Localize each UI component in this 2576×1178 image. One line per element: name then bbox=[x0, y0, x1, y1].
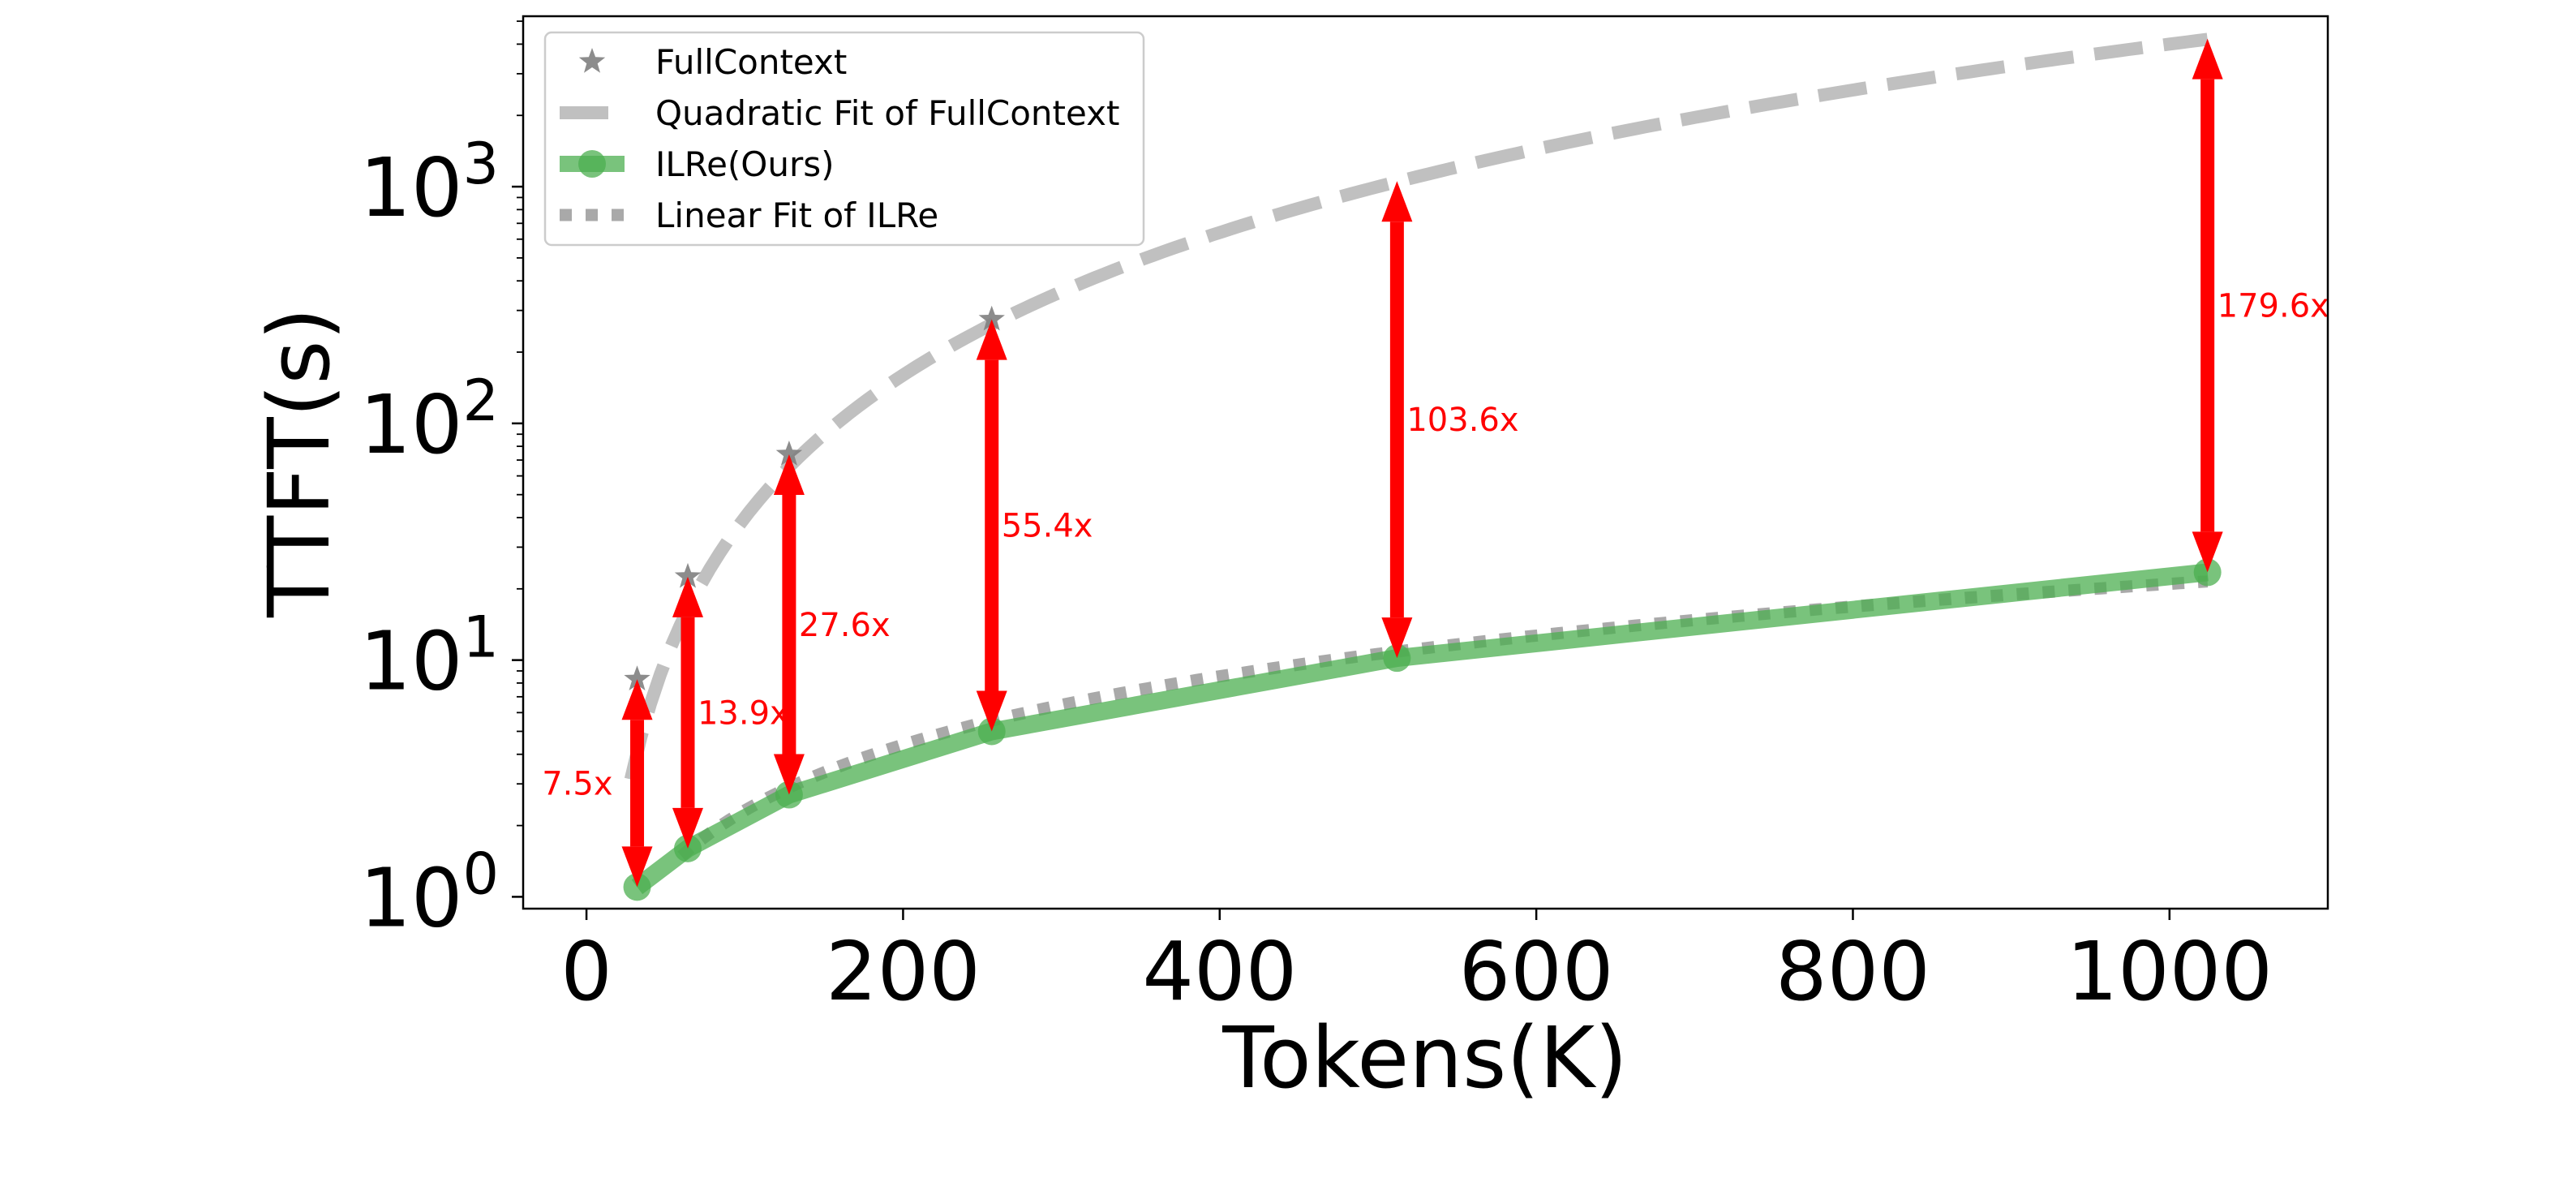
speedup-label: 179.6x bbox=[2218, 287, 2329, 325]
legend-label: ILRe(Ours) bbox=[655, 144, 835, 184]
arrow-head-up bbox=[773, 454, 805, 496]
fullcontext-series bbox=[624, 305, 1005, 690]
fullcontext-star bbox=[775, 441, 803, 466]
fullcontext-star bbox=[978, 305, 1005, 331]
arrow-head-down bbox=[2192, 531, 2223, 573]
speedup-arrows: 7.5x 13.9x 27.6x 55.4x 103.6x 179.6x bbox=[542, 38, 2329, 888]
x-axis-ticks: 0 200 400 600 800 1000 bbox=[560, 909, 2273, 1019]
x-tick-label: 1000 bbox=[2067, 924, 2273, 1019]
arrow-head-up bbox=[976, 319, 1007, 360]
quadratic-fit-line bbox=[624, 32, 2209, 781]
legend-label: Quadratic Fit of FullContext bbox=[655, 93, 1119, 133]
y-tick-label: 103 bbox=[359, 131, 499, 235]
speedup-label: 7.5x bbox=[542, 765, 612, 802]
arrow-head-up bbox=[672, 576, 703, 617]
x-tick-label: 0 bbox=[560, 924, 612, 1019]
legend-star-marker bbox=[578, 48, 606, 73]
x-tick-label: 600 bbox=[1459, 924, 1614, 1019]
plot-frame bbox=[522, 15, 2329, 910]
speedup-label: 55.4x bbox=[1002, 508, 1093, 545]
legend-label: Linear Fit of ILRe bbox=[655, 196, 938, 235]
arrow-head-down bbox=[621, 846, 653, 888]
speedup-label: 27.6x bbox=[799, 607, 891, 644]
arrow-head-up bbox=[2192, 38, 2223, 80]
x-axis-label: Tokens(K) bbox=[1221, 1008, 1627, 1107]
arrow-head-up bbox=[1381, 181, 1413, 222]
y-axis-label: TTFT(s) bbox=[250, 307, 349, 618]
y-tick-label: 102 bbox=[359, 368, 499, 472]
speedup-label: 13.9x bbox=[698, 694, 789, 732]
x-tick-label: 200 bbox=[826, 924, 981, 1019]
legend-box bbox=[543, 31, 1145, 247]
y-tick-label: 100 bbox=[359, 841, 499, 945]
legend-circle-marker bbox=[578, 150, 606, 178]
y-tick-label: 101 bbox=[359, 604, 499, 709]
arrow-head-down bbox=[773, 754, 805, 795]
linear-fit-line bbox=[677, 575, 2209, 861]
arrow-head-up bbox=[621, 679, 653, 720]
x-tick-label: 800 bbox=[1775, 924, 1930, 1019]
legend: FullContext Quadratic Fit of FullContext I… bbox=[543, 31, 1145, 247]
arrow-head-down bbox=[1381, 617, 1413, 659]
arrow-head-down bbox=[672, 807, 703, 849]
y-axis-ticks: 100 101 102 103 bbox=[359, 20, 523, 945]
fit-curves bbox=[624, 32, 2209, 861]
legend-label: FullContext bbox=[655, 42, 847, 82]
fullcontext-star bbox=[674, 562, 702, 588]
fullcontext-star bbox=[624, 665, 650, 690]
x-tick-label: 400 bbox=[1142, 924, 1297, 1019]
arrow-head-down bbox=[976, 690, 1007, 732]
speedup-label: 103.6x bbox=[1406, 402, 1518, 439]
